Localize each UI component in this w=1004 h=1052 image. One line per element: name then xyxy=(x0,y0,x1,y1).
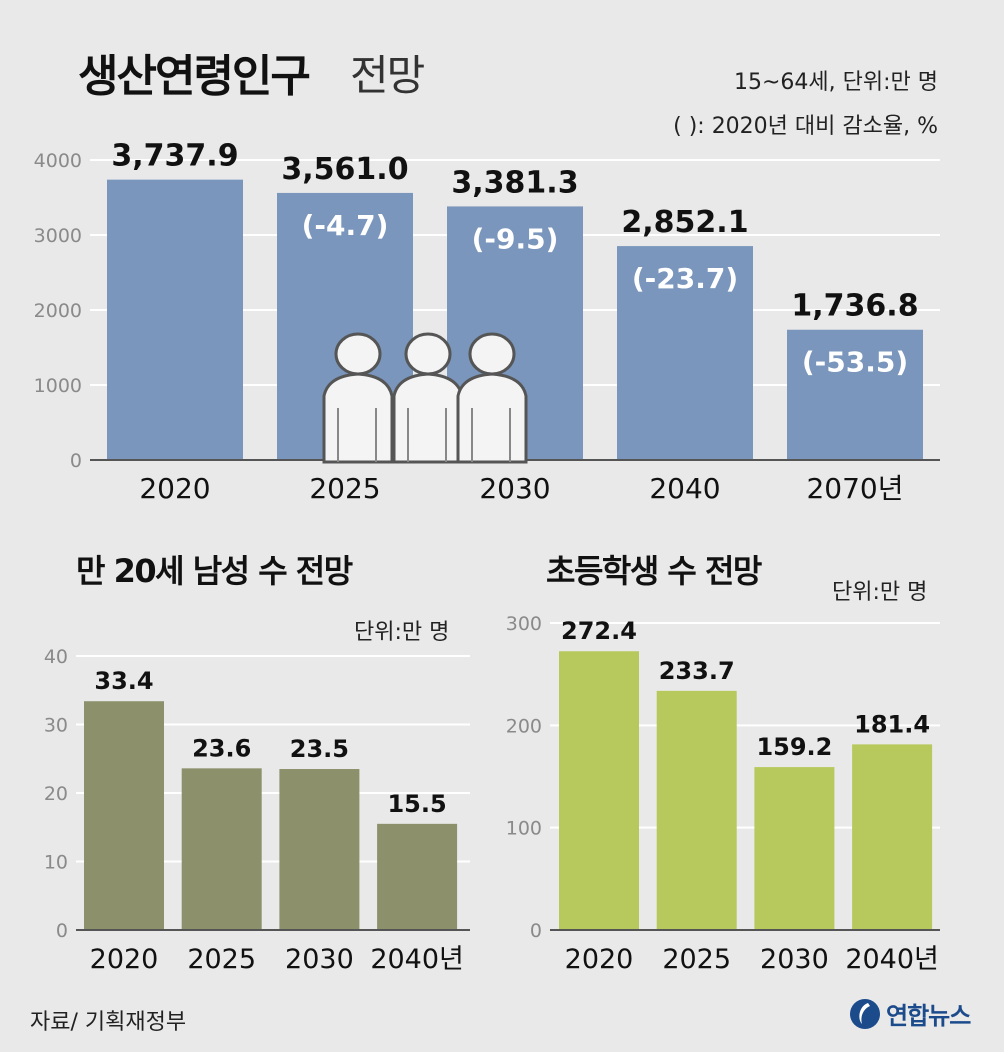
elementary-chart: 0 100 200 300 272.4 2020 233.7 2025 159.2 2030 181… xyxy=(506,613,940,975)
value-label: 3,561.0 xyxy=(281,152,408,187)
percent-label: (-23.7) xyxy=(632,262,738,295)
category-label: 2040년 xyxy=(370,944,464,975)
right-chart-unit-note: 단위:만 명 xyxy=(832,580,928,605)
bar xyxy=(181,768,262,930)
value-label: 3,381.3 xyxy=(451,165,578,200)
category-label: 2020 xyxy=(565,944,634,975)
top-chart-title-suffix: 전망 xyxy=(350,51,425,100)
bar xyxy=(754,767,835,930)
category-label: 2020 xyxy=(139,472,210,505)
person-body xyxy=(392,372,464,464)
category-label: 2025 xyxy=(309,472,380,505)
category-label: 2030 xyxy=(285,944,354,975)
category-label: 2025 xyxy=(187,944,256,975)
person-arms xyxy=(471,408,511,462)
men-20-chart: 01020304033.4202023.6202523.5203015.5204… xyxy=(44,646,470,975)
category-label: 2020 xyxy=(90,944,159,975)
bar xyxy=(107,179,243,460)
person-figure xyxy=(392,332,464,464)
person-head xyxy=(334,332,382,376)
right-chart-title: 초등학생 수 전망 xyxy=(546,552,762,590)
source-credit: 자료/ 기획재정부 xyxy=(30,1010,187,1035)
category-label: 2070년 xyxy=(806,472,903,505)
value-label: 272.4 xyxy=(561,617,637,645)
yonhap-logo: 연합뉴스 xyxy=(848,996,971,1031)
y-tick-label: 0 xyxy=(530,920,542,942)
percent-label: (-4.7) xyxy=(302,209,389,242)
value-label: 181.4 xyxy=(854,710,930,738)
category-label: 2040년 xyxy=(845,944,939,975)
left-chart-unit-note: 단위:만 명 xyxy=(354,620,450,645)
percent-label: (-53.5) xyxy=(802,346,908,379)
person-figure xyxy=(322,332,394,464)
y-tick-label: 100 xyxy=(506,818,542,840)
category-label: 2030 xyxy=(479,472,550,505)
person-arms xyxy=(407,408,447,462)
category-label: 2040 xyxy=(649,472,720,505)
person-body xyxy=(456,372,528,464)
percent-label: (-9.5) xyxy=(472,222,559,255)
person-arms xyxy=(337,408,377,462)
top-chart-title: 생산연령인구 xyxy=(78,51,311,102)
value-label: 15.5 xyxy=(387,790,446,818)
person-figure xyxy=(456,332,528,464)
y-tick-label: 1000 xyxy=(34,375,82,397)
bar xyxy=(852,744,933,930)
bar xyxy=(377,823,458,930)
top-chart-percent-note: ( ): 2020년 대비 감소율, % xyxy=(673,114,938,139)
person-head xyxy=(468,332,516,376)
value-label: 1,736.8 xyxy=(791,289,918,324)
bar xyxy=(279,769,360,930)
y-tick-label: 0 xyxy=(56,920,68,942)
y-tick-label: 2000 xyxy=(34,300,82,322)
y-tick-label: 0 xyxy=(70,450,82,472)
value-label: 33.4 xyxy=(94,667,153,695)
person-body xyxy=(322,372,394,464)
value-label: 233.7 xyxy=(659,657,735,685)
bar xyxy=(84,701,164,930)
value-label: 23.5 xyxy=(290,735,349,763)
bar xyxy=(617,246,753,460)
left-chart-title: 만 20세 남성 수 전망 xyxy=(76,552,353,590)
y-tick-label: 3000 xyxy=(34,225,82,247)
y-tick-label: 10 xyxy=(44,852,68,874)
category-label: 2025 xyxy=(662,944,731,975)
y-tick-label: 200 xyxy=(506,715,542,737)
top-chart-unit-note: 15~64세, 단위:만 명 xyxy=(733,70,938,95)
category-label: 2030 xyxy=(760,944,829,975)
bar xyxy=(559,651,639,930)
value-label: 2,852.1 xyxy=(621,205,748,240)
y-tick-label: 40 xyxy=(44,646,68,668)
yonhap-logo-text: 연합뉴스 xyxy=(886,1002,971,1030)
person-head xyxy=(404,332,452,376)
value-label: 23.6 xyxy=(192,734,251,762)
people-illustration xyxy=(322,332,528,464)
y-tick-label: 4000 xyxy=(34,150,82,172)
value-label: 159.2 xyxy=(756,733,832,761)
bar xyxy=(787,329,923,460)
y-tick-label: 20 xyxy=(44,783,68,805)
y-tick-label: 30 xyxy=(44,715,68,737)
bar xyxy=(656,690,737,930)
y-tick-label: 300 xyxy=(506,613,542,635)
value-label: 3,737.9 xyxy=(111,139,238,174)
yonhap-logo-icon xyxy=(850,998,880,1029)
